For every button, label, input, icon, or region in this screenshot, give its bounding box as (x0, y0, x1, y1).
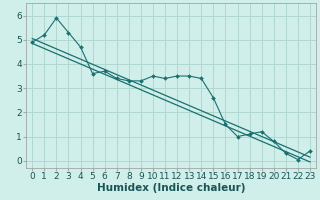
X-axis label: Humidex (Indice chaleur): Humidex (Indice chaleur) (97, 183, 245, 193)
